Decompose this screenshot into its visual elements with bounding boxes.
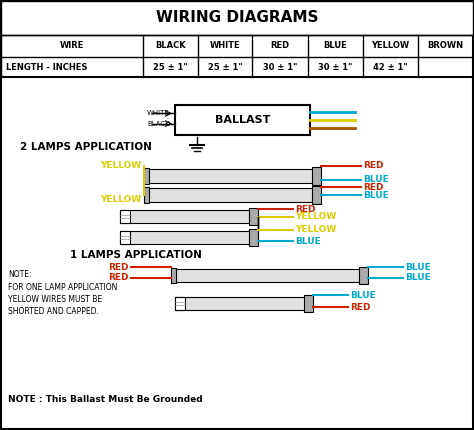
- Text: BLUE: BLUE: [350, 291, 376, 300]
- Text: WIRING DIAGRAMS: WIRING DIAGRAMS: [156, 10, 318, 25]
- Bar: [144, 168, 149, 184]
- Text: BLUE: BLUE: [405, 273, 431, 283]
- Text: YELLOW: YELLOW: [100, 196, 141, 205]
- Text: BLUE: BLUE: [363, 175, 389, 184]
- Text: YELLOW: YELLOW: [100, 162, 141, 171]
- Bar: [249, 229, 258, 246]
- Bar: [144, 187, 149, 203]
- Bar: [312, 186, 321, 204]
- Text: BLUE: BLUE: [295, 237, 321, 246]
- Text: BLUE: BLUE: [363, 190, 389, 200]
- Bar: [120, 231, 250, 244]
- Bar: [359, 267, 368, 284]
- Text: 30 ± 1": 30 ± 1": [319, 62, 353, 71]
- Text: BALLAST: BALLAST: [215, 115, 270, 125]
- Bar: [304, 295, 313, 312]
- Text: 30 ± 1": 30 ± 1": [263, 62, 297, 71]
- Text: WHITE: WHITE: [210, 42, 240, 50]
- Text: RED: RED: [363, 162, 383, 171]
- Text: WHITE: WHITE: [147, 111, 170, 117]
- Text: YELLOW: YELLOW: [295, 212, 336, 221]
- Text: BLUE: BLUE: [405, 262, 431, 271]
- Bar: [120, 231, 130, 244]
- Text: 25 ± 1": 25 ± 1": [153, 62, 188, 71]
- Text: LENGTH - INCHES: LENGTH - INCHES: [6, 62, 87, 71]
- Bar: [171, 268, 176, 283]
- Bar: [120, 210, 250, 223]
- Bar: [148, 169, 313, 183]
- Bar: [175, 297, 185, 310]
- Bar: [1, 1, 473, 35]
- Bar: [249, 208, 258, 225]
- Text: RED: RED: [363, 182, 383, 191]
- Text: RED: RED: [271, 42, 290, 50]
- Text: 1 LAMPS APPLICATION: 1 LAMPS APPLICATION: [70, 250, 202, 260]
- Text: RED: RED: [109, 273, 129, 283]
- Text: BROWN: BROWN: [428, 42, 464, 50]
- Text: RED: RED: [350, 302, 371, 311]
- Text: YELLOW: YELLOW: [295, 225, 336, 234]
- Bar: [175, 269, 360, 282]
- Bar: [120, 210, 130, 223]
- Text: 2 LAMPS APPLICATION: 2 LAMPS APPLICATION: [20, 142, 152, 152]
- Text: RED: RED: [295, 205, 316, 214]
- Bar: [175, 105, 310, 135]
- Text: BLACK: BLACK: [155, 42, 186, 50]
- Bar: [312, 167, 321, 185]
- Text: BLACK: BLACK: [147, 120, 170, 126]
- Text: NOTE : This Ballast Must Be Grounded: NOTE : This Ballast Must Be Grounded: [8, 396, 202, 405]
- Text: NOTE:
FOR ONE LAMP APPLICATION
YELLOW WIRES MUST BE
SHORTED AND CAPPED.: NOTE: FOR ONE LAMP APPLICATION YELLOW WI…: [8, 270, 118, 316]
- Text: RED: RED: [109, 262, 129, 271]
- Text: 42 ± 1": 42 ± 1": [373, 62, 408, 71]
- Text: WIRE: WIRE: [60, 42, 84, 50]
- Bar: [148, 188, 313, 202]
- Text: BLUE: BLUE: [324, 42, 347, 50]
- Bar: [175, 297, 305, 310]
- Text: 25 ± 1": 25 ± 1": [208, 62, 242, 71]
- Text: YELLOW: YELLOW: [372, 42, 410, 50]
